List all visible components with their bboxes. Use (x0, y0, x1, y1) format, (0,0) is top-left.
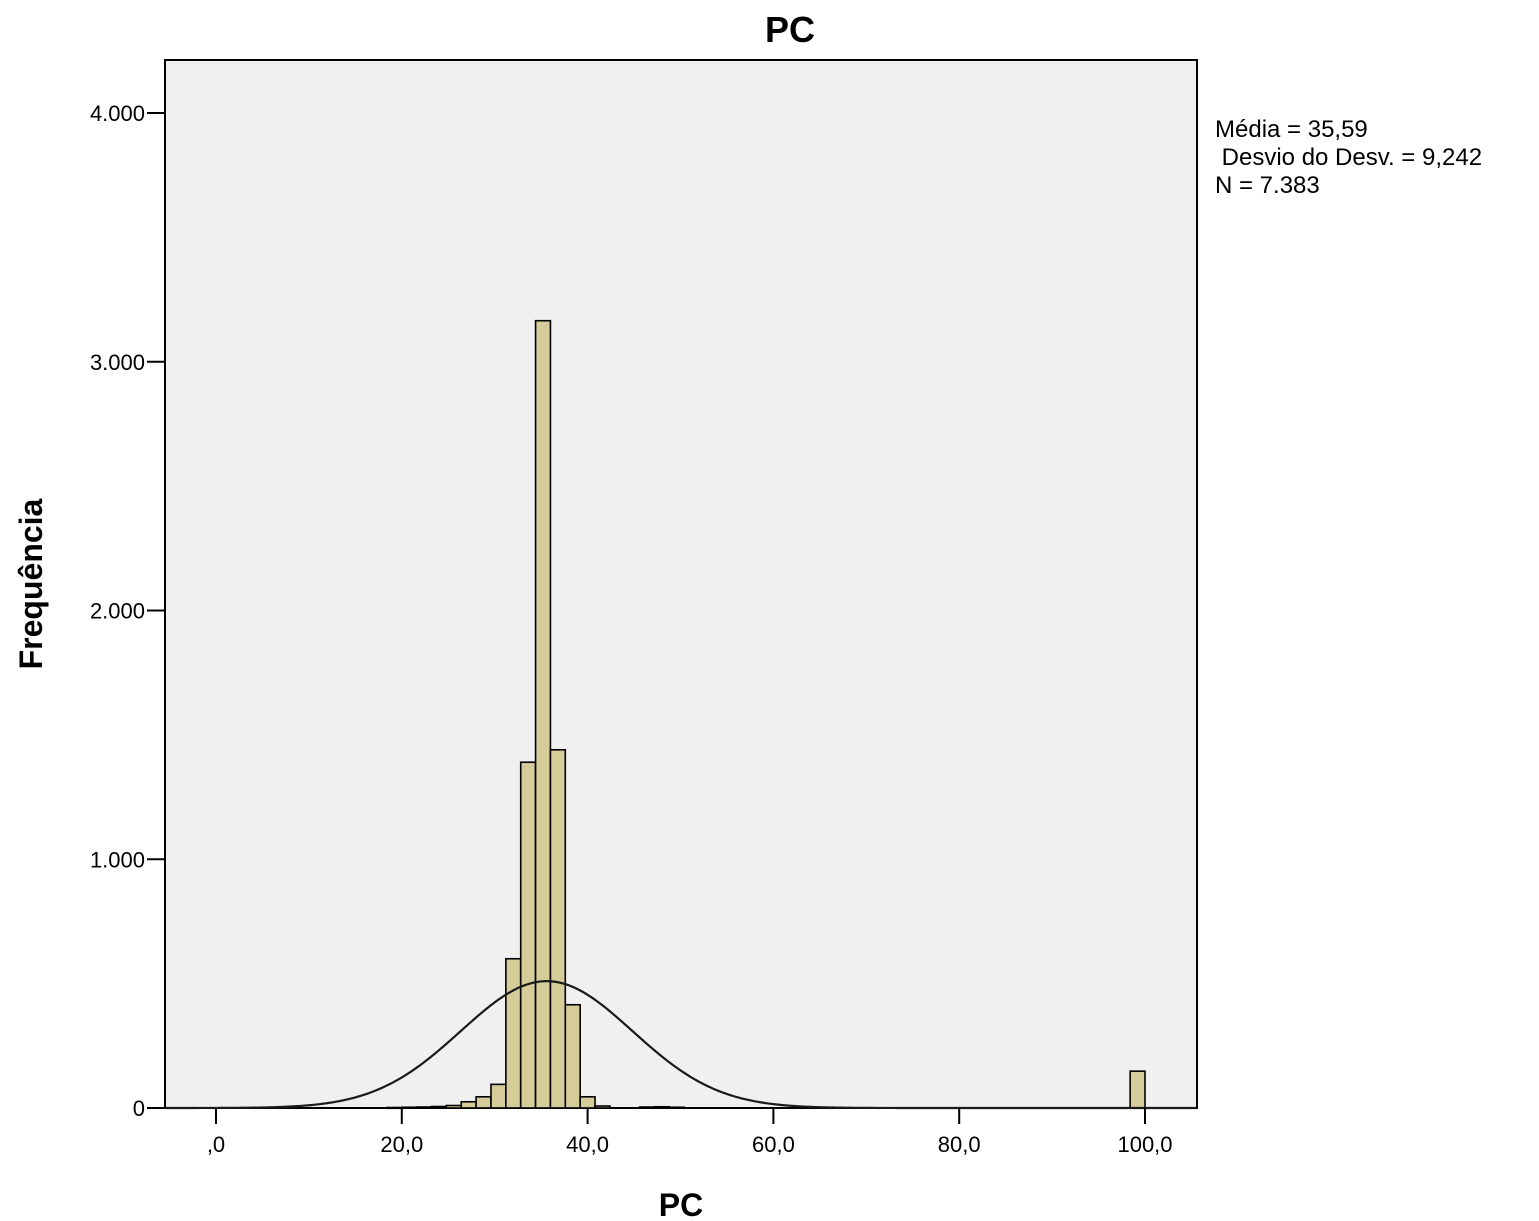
histogram-bar (430, 1105, 448, 1109)
histogram-bar (638, 1106, 656, 1109)
histogram-bar (490, 1083, 507, 1109)
x-tick-label: 20,0 (380, 1132, 423, 1157)
histogram-bar (579, 1096, 596, 1109)
histogram-bar (564, 1003, 581, 1109)
histogram-bars (386, 319, 1146, 1110)
histogram-bar (400, 1106, 418, 1109)
histogram-bar (534, 319, 552, 1109)
stats-mean: Média = 35,59 (1215, 116, 1368, 143)
y-tick-label: 0 (133, 1096, 145, 1121)
stats-sd: Desvio do Desv. = 9,242 (1215, 144, 1483, 171)
histogram-bar (594, 1105, 611, 1109)
histogram-bar (505, 957, 522, 1109)
stats-n: N = 7.383 (1215, 172, 1320, 199)
y-tick-label: 1.000 (90, 847, 145, 872)
y-tick-label: 4.000 (90, 101, 145, 126)
histogram-bar (519, 761, 537, 1109)
histogram-bar (653, 1105, 671, 1109)
histogram-bar (1129, 1070, 1146, 1109)
x-tick-label: ,0 (207, 1132, 225, 1157)
x-tick-label: 40,0 (566, 1132, 609, 1157)
plot-area (164, 59, 1198, 1109)
stats-legend: Média = 35,59 Desvio do Desv. = 9,242 N =… (1215, 116, 1482, 200)
normal-curve (164, 980, 1196, 1110)
x-tick-label: 100,0 (1117, 1132, 1172, 1157)
histogram-bar (386, 1106, 403, 1110)
y-axis-title: Frequência (13, 498, 49, 669)
histogram-bar (668, 1106, 686, 1109)
histogram-bar (445, 1104, 463, 1109)
y-tick-label: 2.000 (90, 599, 145, 624)
x-tick-label: 60,0 (752, 1132, 795, 1157)
x-tick-label: 80,0 (938, 1132, 981, 1157)
histogram-bar (460, 1100, 477, 1109)
histogram-bar (549, 748, 567, 1109)
histogram-bar (415, 1106, 433, 1109)
axes: 0 1.000 2.000 3.000 4.000 ,0 20,0 40,0 60,0 80,0 1… (90, 101, 1173, 1157)
chart-title: PC (765, 9, 815, 50)
x-axis-title: PC (659, 1187, 703, 1221)
histogram-bar (475, 1096, 492, 1109)
y-tick-label: 3.000 (90, 350, 145, 375)
